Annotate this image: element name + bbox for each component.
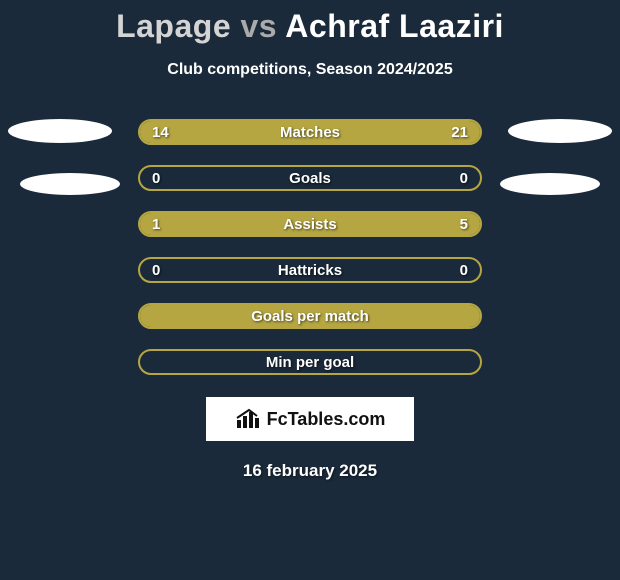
stat-row: 00Goals <box>138 165 482 191</box>
chart-icon <box>235 408 261 430</box>
stat-row: 1421Matches <box>138 119 482 145</box>
ellipse-right-2 <box>500 173 600 195</box>
player2-name: Achraf Laaziri <box>285 8 504 44</box>
subtitle: Club competitions, Season 2024/2025 <box>167 61 452 79</box>
date-label: 16 february 2025 <box>243 461 377 481</box>
stat-row: 15Assists <box>138 211 482 237</box>
stats-section: 1421Matches 00Goals 15Assists 00Hattricks Go… <box>0 119 620 375</box>
stat-label: Goals per match <box>140 308 480 325</box>
ellipse-right-1 <box>508 119 612 143</box>
stat-label: Goals <box>140 170 480 187</box>
comparison-card: Lapage vs Achraf Laaziri Club competitio… <box>0 0 620 580</box>
player1-name: Lapage <box>116 8 231 44</box>
stat-label: Matches <box>140 124 480 141</box>
stat-row: Min per goal <box>138 349 482 375</box>
ellipse-left-2 <box>20 173 120 195</box>
stat-label: Min per goal <box>140 354 480 371</box>
stat-row: Goals per match <box>138 303 482 329</box>
stat-label: Assists <box>140 216 480 233</box>
logo-box: FcTables.com <box>206 397 414 441</box>
page-title: Lapage vs Achraf Laaziri <box>116 8 504 45</box>
logo-text: FcTables.com <box>267 409 386 430</box>
stat-row: 00Hattricks <box>138 257 482 283</box>
ellipse-left-1 <box>8 119 112 143</box>
stat-label: Hattricks <box>140 262 480 279</box>
vs-label: vs <box>241 8 278 44</box>
